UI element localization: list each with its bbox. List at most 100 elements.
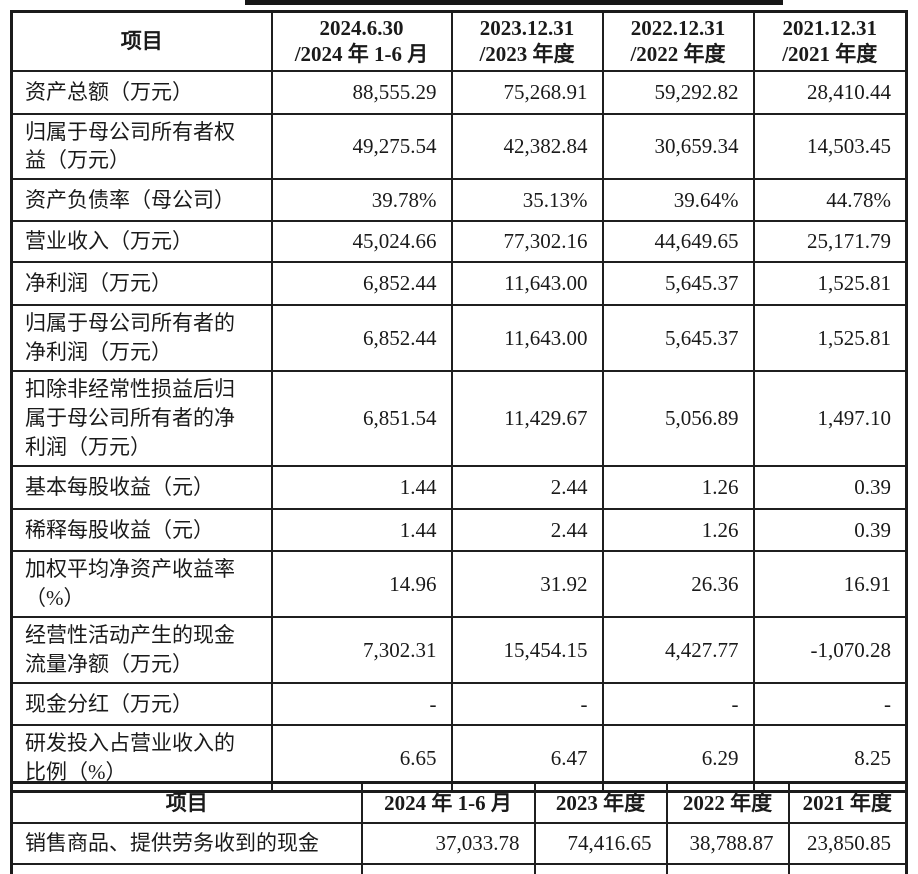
- value-cell: 25,171.79: [752, 220, 908, 264]
- value-cell: 11,429.67: [450, 370, 604, 468]
- value-cell: 7,302.31: [270, 616, 453, 685]
- row-label: 销售商品、提供劳务收到的现金: [10, 821, 363, 865]
- clipped-table-fragment: [245, 0, 783, 5]
- value-cell: 6,851.54: [270, 370, 453, 468]
- empty-cell: [533, 862, 668, 874]
- header-cell-period-2024h1: 2024 年 1-6 月: [360, 781, 536, 824]
- value-cell: 1.26: [601, 465, 755, 511]
- value-cell: 26.36: [601, 550, 755, 619]
- value-cell: 0.39: [752, 508, 908, 553]
- value-cell: 39.64%: [601, 178, 755, 223]
- row-label: 资产负债率（母公司）: [10, 178, 273, 223]
- value-cell: 16.91: [752, 550, 908, 619]
- value-cell: 15,454.15: [450, 616, 604, 685]
- cash-receipts-table-clip: 项目 2024 年 1-6 月 2023 年度 2022 年度 2021 年度 …: [10, 781, 910, 874]
- empty-cell: [10, 862, 363, 874]
- table-row-total-assets: 资产总额（万元） 88,555.29 75,268.91 59,292.82 2…: [10, 69, 908, 115]
- value-cell: 88,555.29: [270, 69, 453, 115]
- value-cell: 5,056.89: [601, 370, 755, 468]
- value-cell: 6,852.44: [270, 261, 453, 307]
- value-cell: -: [752, 682, 908, 727]
- value-cell: 5,645.37: [601, 304, 755, 373]
- value-cell: 1.44: [270, 508, 453, 553]
- table-row-revenue: 营业收入（万元） 45,024.66 77,302.16 44,649.65 2…: [10, 220, 908, 264]
- value-cell: 14,503.45: [752, 112, 908, 181]
- value-cell: 59,292.82: [601, 69, 755, 115]
- value-cell: 42,382.84: [450, 112, 604, 181]
- value-cell: 2.44: [450, 465, 604, 511]
- header-cell-period-2023: 2023 年度: [533, 781, 668, 824]
- value-cell: 0.39: [752, 465, 908, 511]
- empty-cell: [360, 862, 536, 874]
- header-cell-period-2021: 2021.12.31 /2021 年度: [752, 10, 908, 72]
- table-row-deducted-net-profit: 扣除非经常性损益后归 属于母公司所有者的净 利润（万元） 6,851.54 11…: [10, 370, 908, 468]
- table-row-diluted-eps: 稀释每股收益（元） 1.44 2.44 1.26 0.39: [10, 508, 908, 553]
- row-label: 扣除非经常性损益后归 属于母公司所有者的净 利润（万元）: [10, 370, 273, 468]
- value-cell: 37,033.78: [360, 821, 536, 865]
- value-cell: 1,525.81: [752, 304, 908, 373]
- table-row-net-profit: 净利润（万元） 6,852.44 11,643.00 5,645.37 1,52…: [10, 261, 908, 307]
- key-financials-table: 项目 2024.6.30 /2024 年 1-6 月 2023.12.31 /2…: [10, 10, 908, 794]
- row-label: 营业收入（万元）: [10, 220, 273, 264]
- value-cell: -1,070.28: [752, 616, 908, 685]
- value-cell: 5,645.37: [601, 261, 755, 307]
- value-cell: 35.13%: [450, 178, 604, 223]
- header-cell-period-2022: 2022 年度: [665, 781, 790, 824]
- value-cell: 14.96: [270, 550, 453, 619]
- row-label: 资产总额（万元）: [10, 69, 273, 115]
- value-cell: 39.78%: [270, 178, 453, 223]
- table-row-debt-ratio: 资产负债率（母公司） 39.78% 35.13% 39.64% 44.78%: [10, 178, 908, 223]
- value-cell: 44.78%: [752, 178, 908, 223]
- table-row-cash-dividend: 现金分红（万元） - - - -: [10, 682, 908, 727]
- row-label: 基本每股收益（元）: [10, 465, 273, 511]
- row-label: 净利润（万元）: [10, 261, 273, 307]
- value-cell: 30,659.34: [601, 112, 755, 181]
- value-cell: 11,643.00: [450, 261, 604, 307]
- value-cell: 28,410.44: [752, 69, 908, 115]
- table-row-weighted-roe: 加权平均净资产收益率 （%） 14.96 31.92 26.36 16.91: [10, 550, 908, 619]
- value-cell: 75,268.91: [450, 69, 604, 115]
- table-row-operating-cash-flow: 经营性活动产生的现金 流量净额（万元） 7,302.31 15,454.15 4…: [10, 616, 908, 685]
- header-cell-period-2021: 2021 年度: [787, 781, 908, 824]
- value-cell: 45,024.66: [270, 220, 453, 264]
- row-label: 归属于母公司所有者的 净利润（万元）: [10, 304, 273, 373]
- value-cell: -: [601, 682, 755, 727]
- value-cell: 2.44: [450, 508, 604, 553]
- value-cell: -: [270, 682, 453, 727]
- row-label: 稀释每股收益（元）: [10, 508, 273, 553]
- value-cell: 1,525.81: [752, 261, 908, 307]
- value-cell: 1,497.10: [752, 370, 908, 468]
- value-cell: 38,788.87: [665, 821, 790, 865]
- value-cell: 74,416.65: [533, 821, 668, 865]
- table-row-basic-eps: 基本每股收益（元） 1.44 2.44 1.26 0.39: [10, 465, 908, 511]
- row-label: 归属于母公司所有者权 益（万元）: [10, 112, 273, 181]
- value-cell: -: [450, 682, 604, 727]
- row-label: 加权平均净资产收益率 （%）: [10, 550, 273, 619]
- value-cell: 1.26: [601, 508, 755, 553]
- header-cell-period-2023: 2023.12.31 /2023 年度: [450, 10, 604, 72]
- table-row-parent-net-profit: 归属于母公司所有者的 净利润（万元） 6,852.44 11,643.00 5,…: [10, 304, 908, 373]
- empty-cell: [787, 862, 908, 874]
- value-cell: 1.44: [270, 465, 453, 511]
- row-label: 经营性活动产生的现金 流量净额（万元）: [10, 616, 273, 685]
- header-cell-item: 项目: [10, 781, 363, 824]
- table-row-parent-equity: 归属于母公司所有者权 益（万元） 49,275.54 42,382.84 30,…: [10, 112, 908, 181]
- value-cell: 23,850.85: [787, 821, 908, 865]
- header-cell-period-2024h1: 2024.6.30 /2024 年 1-6 月: [270, 10, 453, 72]
- table-header-row: 项目 2024.6.30 /2024 年 1-6 月 2023.12.31 /2…: [10, 10, 908, 72]
- table-header-row: 项目 2024 年 1-6 月 2023 年度 2022 年度 2021 年度: [10, 781, 908, 824]
- row-label: 现金分红（万元）: [10, 682, 273, 727]
- cash-receipts-table: 项目 2024 年 1-6 月 2023 年度 2022 年度 2021 年度 …: [10, 781, 908, 874]
- table-row-partial-clipped: [10, 862, 908, 874]
- value-cell: 77,302.16: [450, 220, 604, 264]
- value-cell: 49,275.54: [270, 112, 453, 181]
- header-cell-period-2022: 2022.12.31 /2022 年度: [601, 10, 755, 72]
- empty-cell: [665, 862, 790, 874]
- value-cell: 6,852.44: [270, 304, 453, 373]
- value-cell: 4,427.77: [601, 616, 755, 685]
- table-row-sales-cash-received: 销售商品、提供劳务收到的现金 37,033.78 74,416.65 38,78…: [10, 821, 908, 865]
- value-cell: 11,643.00: [450, 304, 604, 373]
- value-cell: 44,649.65: [601, 220, 755, 264]
- value-cell: 31.92: [450, 550, 604, 619]
- header-cell-item: 项目: [10, 10, 273, 72]
